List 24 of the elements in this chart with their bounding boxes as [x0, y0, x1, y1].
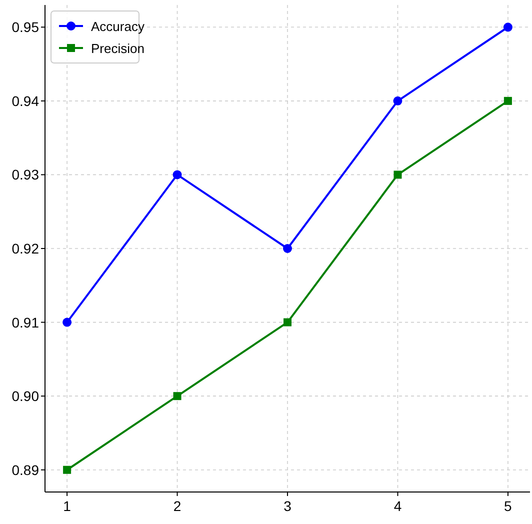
y-tick-label: 0.95 — [12, 19, 40, 36]
y-tick-label: 0.91 — [12, 314, 40, 330]
legend-label: Accuracy — [91, 19, 145, 34]
y-tick-label: 0.89 — [12, 462, 40, 478]
point — [283, 244, 292, 253]
point — [284, 318, 292, 326]
x-tick-label: 4 — [394, 498, 402, 514]
point — [394, 170, 402, 179]
point — [173, 392, 182, 400]
y-tick-label: 0.90 — [12, 388, 40, 404]
y-tick-label: 0.94 — [12, 92, 40, 109]
x-tick-label: 2 — [173, 498, 182, 514]
x-tick-label: 3 — [284, 498, 292, 514]
point — [63, 466, 72, 474]
point — [503, 22, 512, 32]
point — [62, 318, 72, 327]
point — [504, 96, 512, 105]
legend-label: Precision — [91, 41, 144, 56]
point — [172, 170, 182, 180]
x-tick-label: 1 — [63, 498, 72, 514]
y-tick-label: 0.92 — [12, 240, 40, 256]
point — [393, 96, 402, 106]
y-tick-label: 0.93 — [12, 166, 40, 183]
x-tick-label: 5 — [504, 498, 512, 514]
